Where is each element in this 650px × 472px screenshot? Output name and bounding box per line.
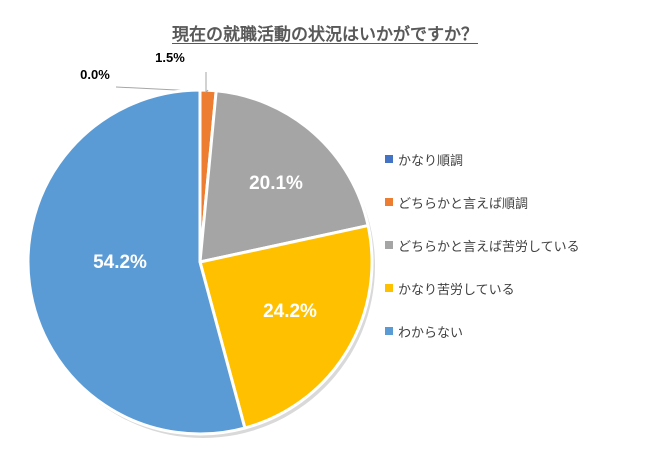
legend-item-0: かなり順調 [385,148,580,170]
data-label-1: 1.5% [155,50,185,65]
chart-title: 現在の就職活動の状況はいかがですか？ [0,20,650,45]
legend-item-3: かなり苦労している [385,277,580,299]
leader-line-1 [205,72,209,94]
legend-swatch-3 [385,284,393,292]
legend-item-1: どちらかと言えば順調 [385,191,580,213]
legend-label-2: どちらかと言えば苦労している [398,239,580,255]
data-label-2: 20.1% [249,173,303,194]
pie-slice-3 [198,224,374,430]
legend-label-0: かなり順調 [398,153,464,169]
pie-slice-4 [26,88,247,436]
chart-title-text: 現在の就職活動の状況はいかがですか？ [172,25,478,45]
legend-swatch-2 [385,241,393,249]
legend-label-3: かなり苦労している [398,282,515,298]
legend-swatch-1 [385,198,393,206]
legend-item-4: わからない [385,320,580,342]
data-label-0: 0.0% [80,67,110,82]
legend-swatch-4 [385,327,393,335]
legend-label-1: どちらかと言えば順調 [398,196,529,212]
data-label-3: 24.2% [263,301,317,322]
legend-item-2: どちらかと言えば苦労している [385,234,580,256]
legend-swatch-0 [385,155,393,163]
legend: かなり順調どちらかと言えば順調どちらかと言えば苦労している かなり苦労している わか… [385,148,580,363]
legend-label-4: わからない [398,325,464,341]
pie-slice-2 [198,89,370,264]
data-label-4: 54.2% [93,252,147,273]
